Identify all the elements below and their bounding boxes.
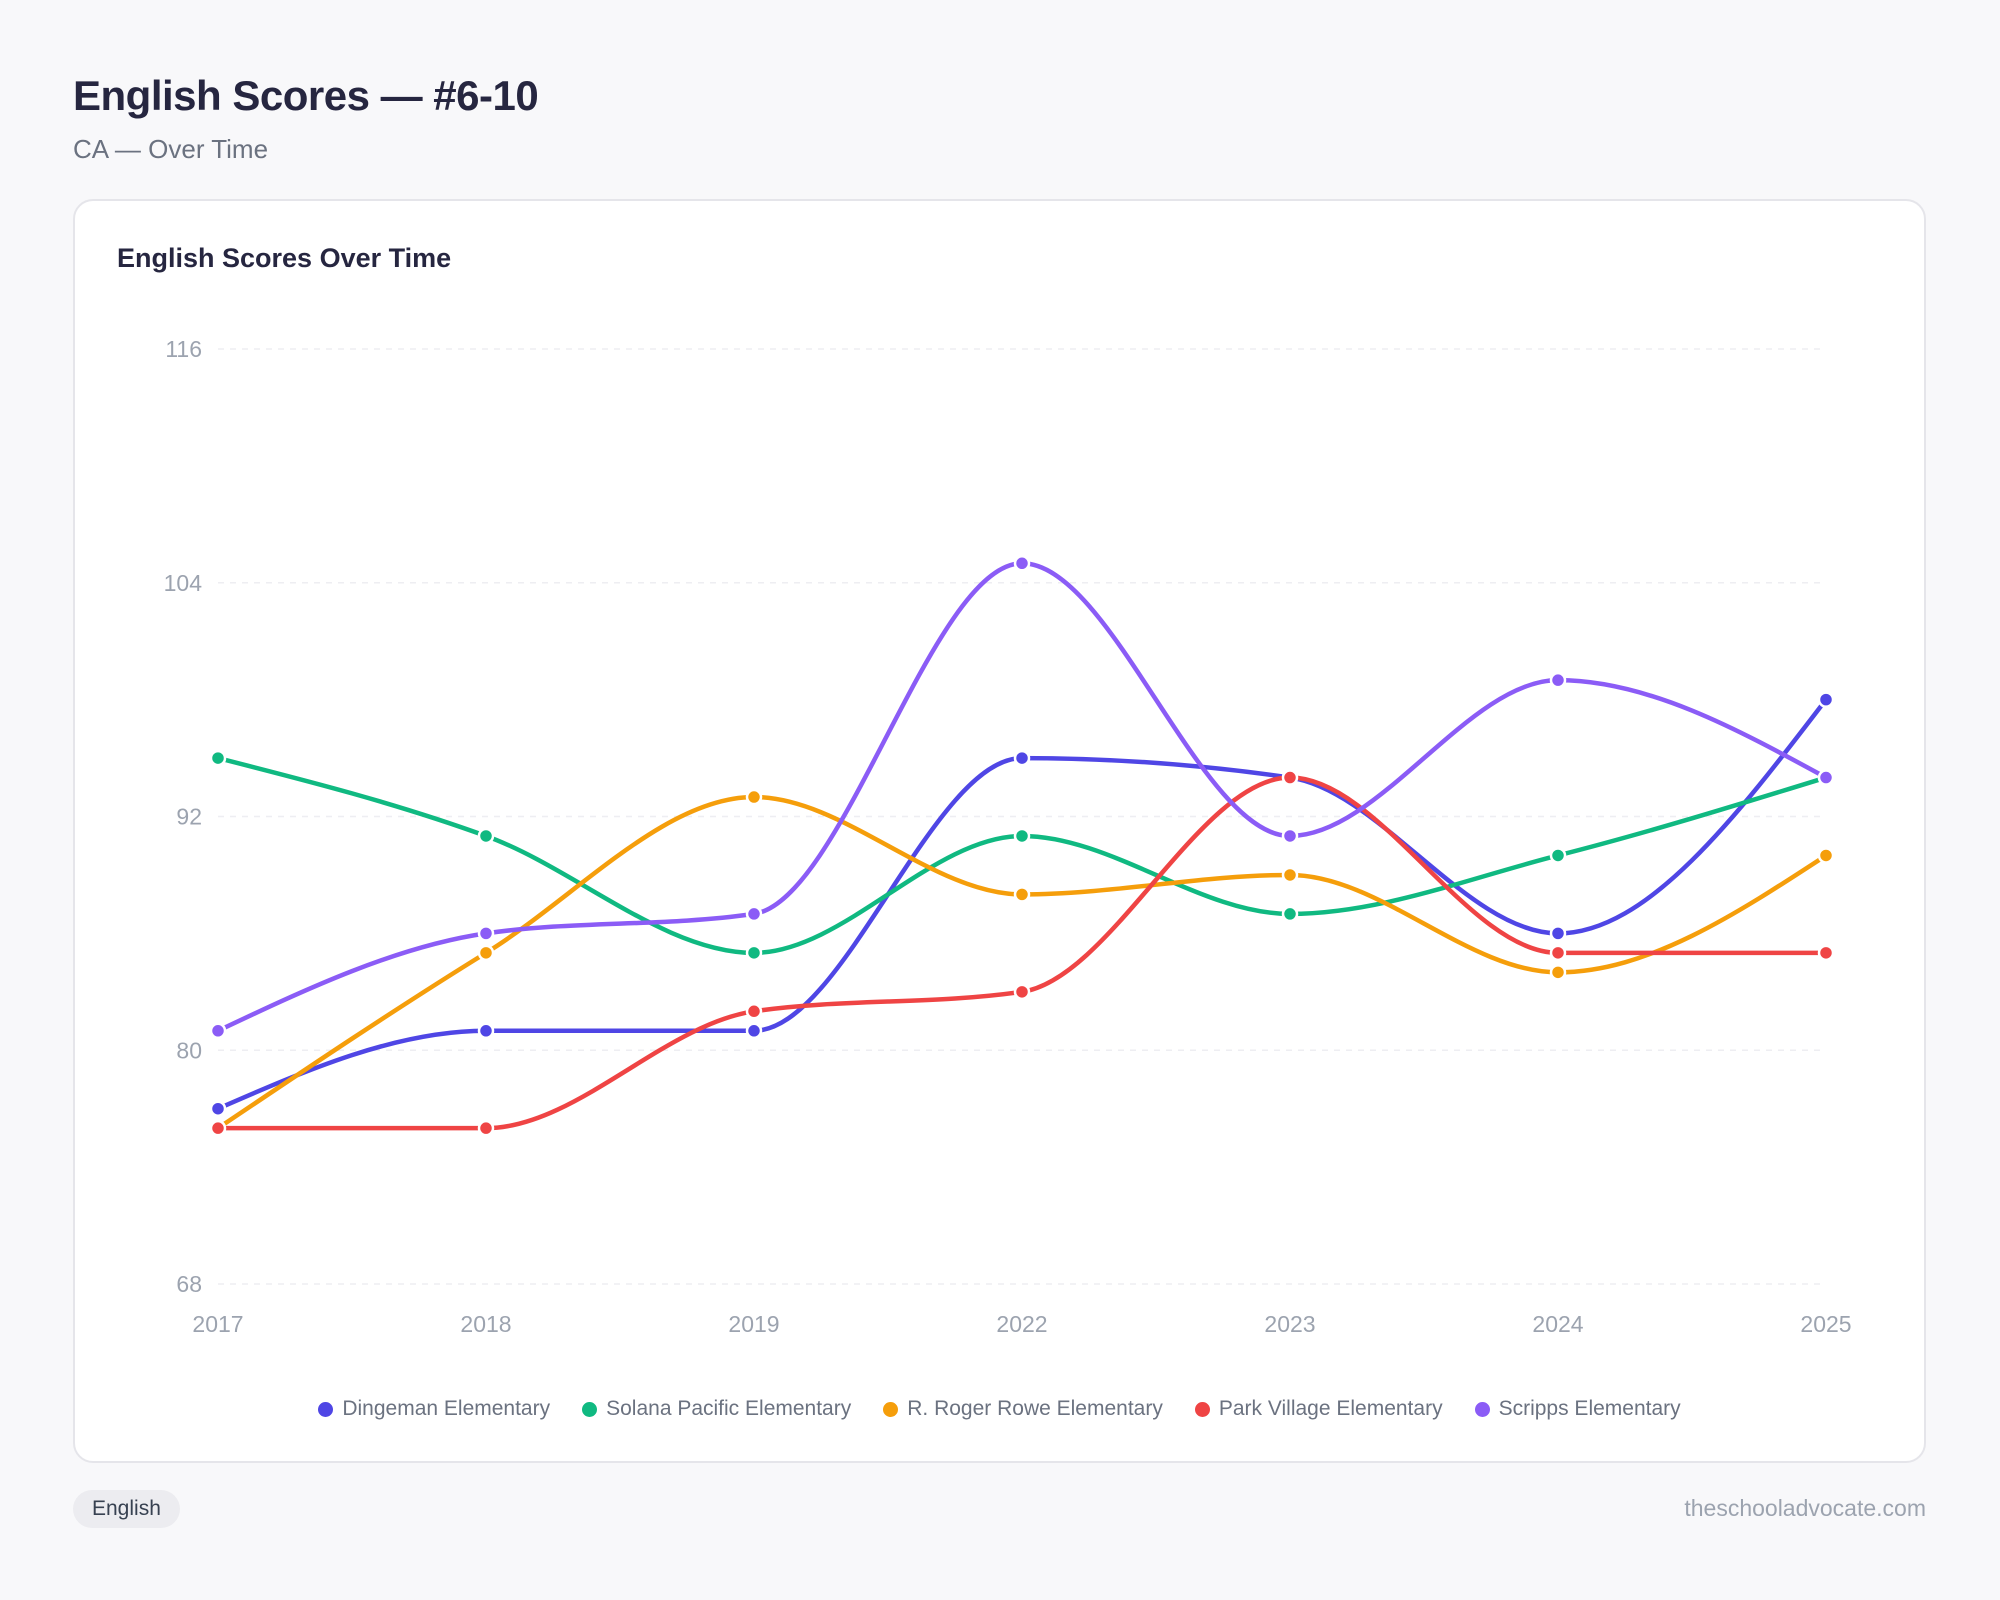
- data-point: [745, 1022, 763, 1040]
- legend-dot-icon: [318, 1401, 334, 1417]
- data-point: [1281, 769, 1299, 786]
- x-tick-label: 2025: [1800, 1311, 1851, 1337]
- data-point: [1013, 886, 1031, 903]
- x-tick-label: 2023: [1264, 1311, 1315, 1337]
- data-point: [1817, 769, 1835, 786]
- legend: Dingeman Elementary Solana Pacific Elemen…: [75, 1397, 1924, 1421]
- data-point: [209, 1100, 227, 1117]
- data-point: [745, 1003, 763, 1020]
- data-point: [477, 1119, 495, 1137]
- data-point: [1817, 847, 1835, 864]
- data-point: [1549, 925, 1567, 942]
- y-tick-label: 116: [165, 336, 202, 362]
- data-point: [477, 827, 495, 845]
- data-point: [1549, 964, 1567, 981]
- x-tick-label: 2017: [192, 1311, 243, 1337]
- subject-badge: English: [73, 1490, 180, 1528]
- data-point: [1549, 847, 1567, 864]
- page-subtitle: CA — Over Time: [73, 134, 269, 164]
- legend-label: Park Village Elementary: [1218, 1397, 1443, 1420]
- series-line-4: [215, 561, 1829, 1034]
- data-point: [477, 925, 495, 942]
- data-point: [745, 944, 763, 962]
- data-point: [1549, 671, 1567, 689]
- chart-card: English Scores Over Time 68 80 92 104 116 201…: [73, 199, 1926, 1463]
- data-point: [209, 749, 227, 767]
- page-title: English Scores — #6-10: [73, 72, 539, 119]
- x-tick-label: 2024: [1532, 1311, 1583, 1337]
- data-point: [1817, 691, 1835, 708]
- data-point: [1281, 866, 1299, 884]
- legend-label: R. Roger Rowe Elementary: [907, 1397, 1163, 1420]
- y-tick-label: 68: [176, 1271, 202, 1297]
- x-tick-label: 2018: [460, 1311, 511, 1337]
- legend-label: Scripps Elementary: [1498, 1397, 1681, 1420]
- legend-item[interactable]: Solana Pacific Elementary: [582, 1397, 851, 1421]
- y-tick-label: 92: [176, 804, 202, 830]
- legend-dot-icon: [1194, 1401, 1210, 1417]
- data-point: [1013, 827, 1031, 845]
- site-link[interactable]: theschooladvocate.com: [1684, 1495, 1926, 1521]
- x-tick-label: 2019: [728, 1311, 779, 1337]
- x-tick-label: 2022: [996, 1311, 1047, 1337]
- data-point: [745, 788, 763, 806]
- legend-dot-icon: [582, 1401, 598, 1417]
- legend-label: Solana Pacific Elementary: [606, 1397, 852, 1420]
- y-tick-label: 80: [176, 1037, 202, 1063]
- data-point: [745, 905, 763, 923]
- legend-dot-icon: [1474, 1401, 1490, 1417]
- legend-label: Dingeman Elementary: [342, 1397, 551, 1420]
- data-point: [209, 1022, 227, 1040]
- data-point: [209, 1119, 227, 1137]
- data-point: [1549, 944, 1567, 962]
- data-point: [477, 1022, 495, 1040]
- data-point: [1817, 944, 1835, 962]
- legend-item[interactable]: Dingeman Elementary: [318, 1397, 550, 1421]
- data-point: [477, 944, 495, 962]
- data-point: [1281, 905, 1299, 923]
- data-point: [1013, 555, 1031, 572]
- data-point: [1013, 983, 1031, 1001]
- legend-item[interactable]: Park Village Elementary: [1194, 1397, 1443, 1421]
- series-line-1: [215, 755, 1829, 956]
- chart-title: English Scores Over Time: [117, 243, 452, 273]
- legend-item[interactable]: R. Roger Rowe Elementary: [883, 1397, 1163, 1421]
- data-point: [1281, 827, 1299, 845]
- legend-dot-icon: [883, 1401, 899, 1417]
- legend-item[interactable]: Scripps Elementary: [1474, 1397, 1681, 1421]
- data-point: [1013, 749, 1031, 767]
- y-tick-label: 104: [164, 570, 203, 596]
- line-chart: 68 80 92 104 116 2017 2018 2019 2022 2023 2024 2025: [164, 336, 1852, 1337]
